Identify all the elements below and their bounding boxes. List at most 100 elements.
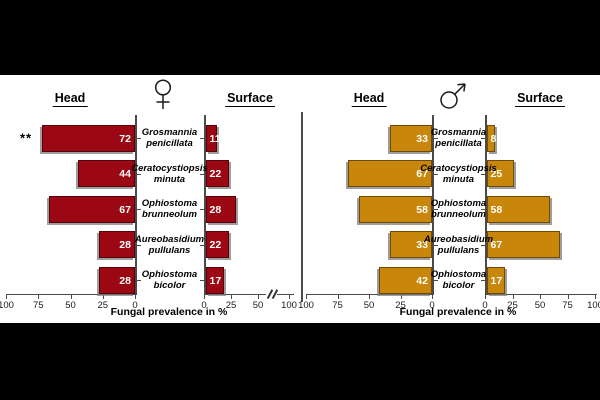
male-surface-tick-label: 75	[562, 299, 573, 311]
female-surface-category-tick	[200, 138, 204, 140]
male-surface-category-tick	[481, 173, 485, 175]
male-species-label-ophiostoma-brunneolum: Ophiostoma brunneolum	[430, 198, 487, 220]
male-head-category-tick	[433, 209, 438, 211]
female-surface-category-tick	[200, 173, 204, 175]
female-head-tick	[38, 295, 40, 299]
male-head-tick	[306, 295, 308, 299]
female-head-tick-label: 0	[132, 299, 138, 311]
male-head-value-ceratocystiopsis-minuta: 67	[416, 168, 428, 180]
male-surface-tick-label: 25	[507, 299, 518, 311]
female-head-tick-label: 50	[65, 299, 76, 311]
female-head-category-tick	[136, 244, 141, 246]
female-icon	[154, 79, 172, 109]
male-head-tick-label: 0	[429, 299, 435, 311]
female-head-bar-grosmannia-penicillata: 72	[42, 124, 135, 152]
female-head-value-grosmannia-penicillata: 72	[119, 132, 131, 145]
female-head-category-tick	[136, 209, 141, 211]
male-head-category-tick	[433, 244, 438, 246]
female-species-label-aureobasidium-pullulans: Aureobasidium pullulans	[134, 233, 205, 256]
female-axis-break	[266, 289, 277, 299]
male-head-bar-aureobasidium-pullulans: 33	[390, 231, 432, 258]
female-species-label-ophiostoma-bicolor: Ophiostoma bicolor	[141, 269, 198, 291]
male-surface-tick	[485, 295, 487, 299]
male-surface-value-aureobasidium-pullulans: 67	[490, 239, 503, 251]
female-surface-tick	[258, 295, 260, 299]
male-head-category-tick	[433, 138, 438, 140]
male-surface-value-ophiostoma-bicolor: 17	[490, 274, 503, 287]
female-species-label-grosmannia-penicillata: Grosmannia penicillata	[141, 127, 198, 149]
female-head-bar-aureobasidium-pullulans: 28	[98, 231, 135, 258]
female-surface-bar-ceratocystiopsis-minuta: 22	[205, 160, 230, 187]
male-head-value-ophiostoma-brunneolum: 58	[416, 203, 428, 216]
female-head-tick-label: 100	[0, 299, 14, 311]
female-head-tick	[102, 295, 104, 299]
male-surface-value-grosmannia-penicillata: 8	[490, 132, 497, 145]
significance-marker: **	[20, 130, 33, 146]
male-head-bar-ophiostoma-brunneolum: 58	[358, 195, 432, 223]
male-head-bar-grosmannia-penicillata: 33	[390, 124, 432, 152]
female-head-baseline	[6, 293, 137, 295]
male-head-value-aureobasidium-pullulans: 33	[416, 239, 428, 251]
male-surface-category-tick	[481, 244, 485, 246]
female-surface-category-tick	[200, 209, 204, 211]
male-surface-category-tick	[481, 138, 485, 140]
female-head-category-tick	[136, 280, 141, 282]
male-head-tick	[369, 295, 371, 299]
male-head-tick-label: 25	[395, 299, 406, 311]
female-surface-bar-ophiostoma-brunneolum: 28	[205, 195, 236, 223]
female-head-bar-ophiostoma-bicolor: 28	[98, 266, 135, 294]
male-surface-bar-ophiostoma-bicolor: 17	[486, 266, 506, 294]
female-species-label-ceratocystiopsis-minuta: Ceratocystiopsis minuta	[131, 162, 208, 185]
female-head-category-tick	[136, 138, 141, 140]
female-head-category-tick	[136, 173, 141, 175]
female-head-column-label: Head	[52, 91, 88, 107]
male-head-tick	[432, 295, 434, 299]
male-head-bar-ceratocystiopsis-minuta: 67	[347, 160, 432, 187]
male-head-axis-line	[432, 115, 434, 295]
male-surface-bar-aureobasidium-pullulans: 67	[486, 231, 561, 258]
male-surface-bar-grosmannia-penicillata: 8	[486, 124, 497, 152]
female-xaxis-title: Fungal prevalence in %	[110, 306, 228, 318]
male-head-tick-label: 75	[332, 299, 343, 311]
male-surface-axis-line	[485, 115, 487, 295]
male-icon	[440, 83, 466, 109]
male-xaxis-title: Fungal prevalence in %	[399, 306, 517, 318]
female-surface-axis-line	[204, 115, 206, 295]
male-surface-bar-ophiostoma-brunneolum: 58	[486, 195, 551, 223]
male-species-label-ophiostoma-bicolor: Ophiostoma bicolor	[430, 269, 487, 291]
female-surface-tick-label: 0	[201, 299, 207, 311]
female-head-axis-line	[135, 115, 137, 295]
male-surface-tick-label: 50	[534, 299, 546, 311]
female-surface-tick	[289, 295, 291, 299]
male-species-label-ceratocystiopsis-minuta: Ceratocystiopsis minuta	[420, 162, 497, 185]
male-surface-tick	[512, 295, 514, 299]
male-surface-tick-label: 100	[587, 299, 600, 311]
male-species-label-aureobasidium-pullulans: Aureobasidium pullulans	[423, 233, 494, 256]
male-head-column-label: Head	[351, 91, 387, 107]
female-head-tick-label: 75	[32, 299, 44, 311]
male-surface-value-ophiostoma-brunneolum: 58	[490, 203, 503, 216]
female-surface-tick	[204, 295, 206, 299]
male-surface-category-tick	[481, 280, 485, 282]
female-head-tick	[70, 295, 72, 299]
female-head-tick-label: 25	[97, 299, 109, 311]
male-head-value-ophiostoma-bicolor: 42	[416, 274, 428, 287]
male-head-category-tick	[433, 280, 438, 282]
female-head-value-aureobasidium-pullulans: 28	[119, 239, 131, 251]
male-head-bar-ophiostoma-bicolor: 42	[379, 266, 432, 294]
female-surface-bar-grosmannia-penicillata: 11	[205, 124, 221, 152]
female-head-value-ceratocystiopsis-minuta: 44	[119, 168, 131, 180]
female-head-tick	[135, 295, 137, 299]
female-surface-tick	[231, 295, 233, 299]
female-surface-tick-label: 25	[225, 299, 237, 311]
female-head-value-ophiostoma-bicolor: 28	[119, 274, 131, 287]
female-head-value-ophiostoma-brunneolum: 67	[119, 203, 131, 216]
female-surface-value-ophiostoma-brunneolum: 28	[209, 203, 222, 216]
female-surface-bar-aureobasidium-pullulans: 22	[205, 231, 230, 258]
male-surface-baseline	[485, 293, 597, 295]
male-head-tick-label: 50	[363, 299, 375, 311]
